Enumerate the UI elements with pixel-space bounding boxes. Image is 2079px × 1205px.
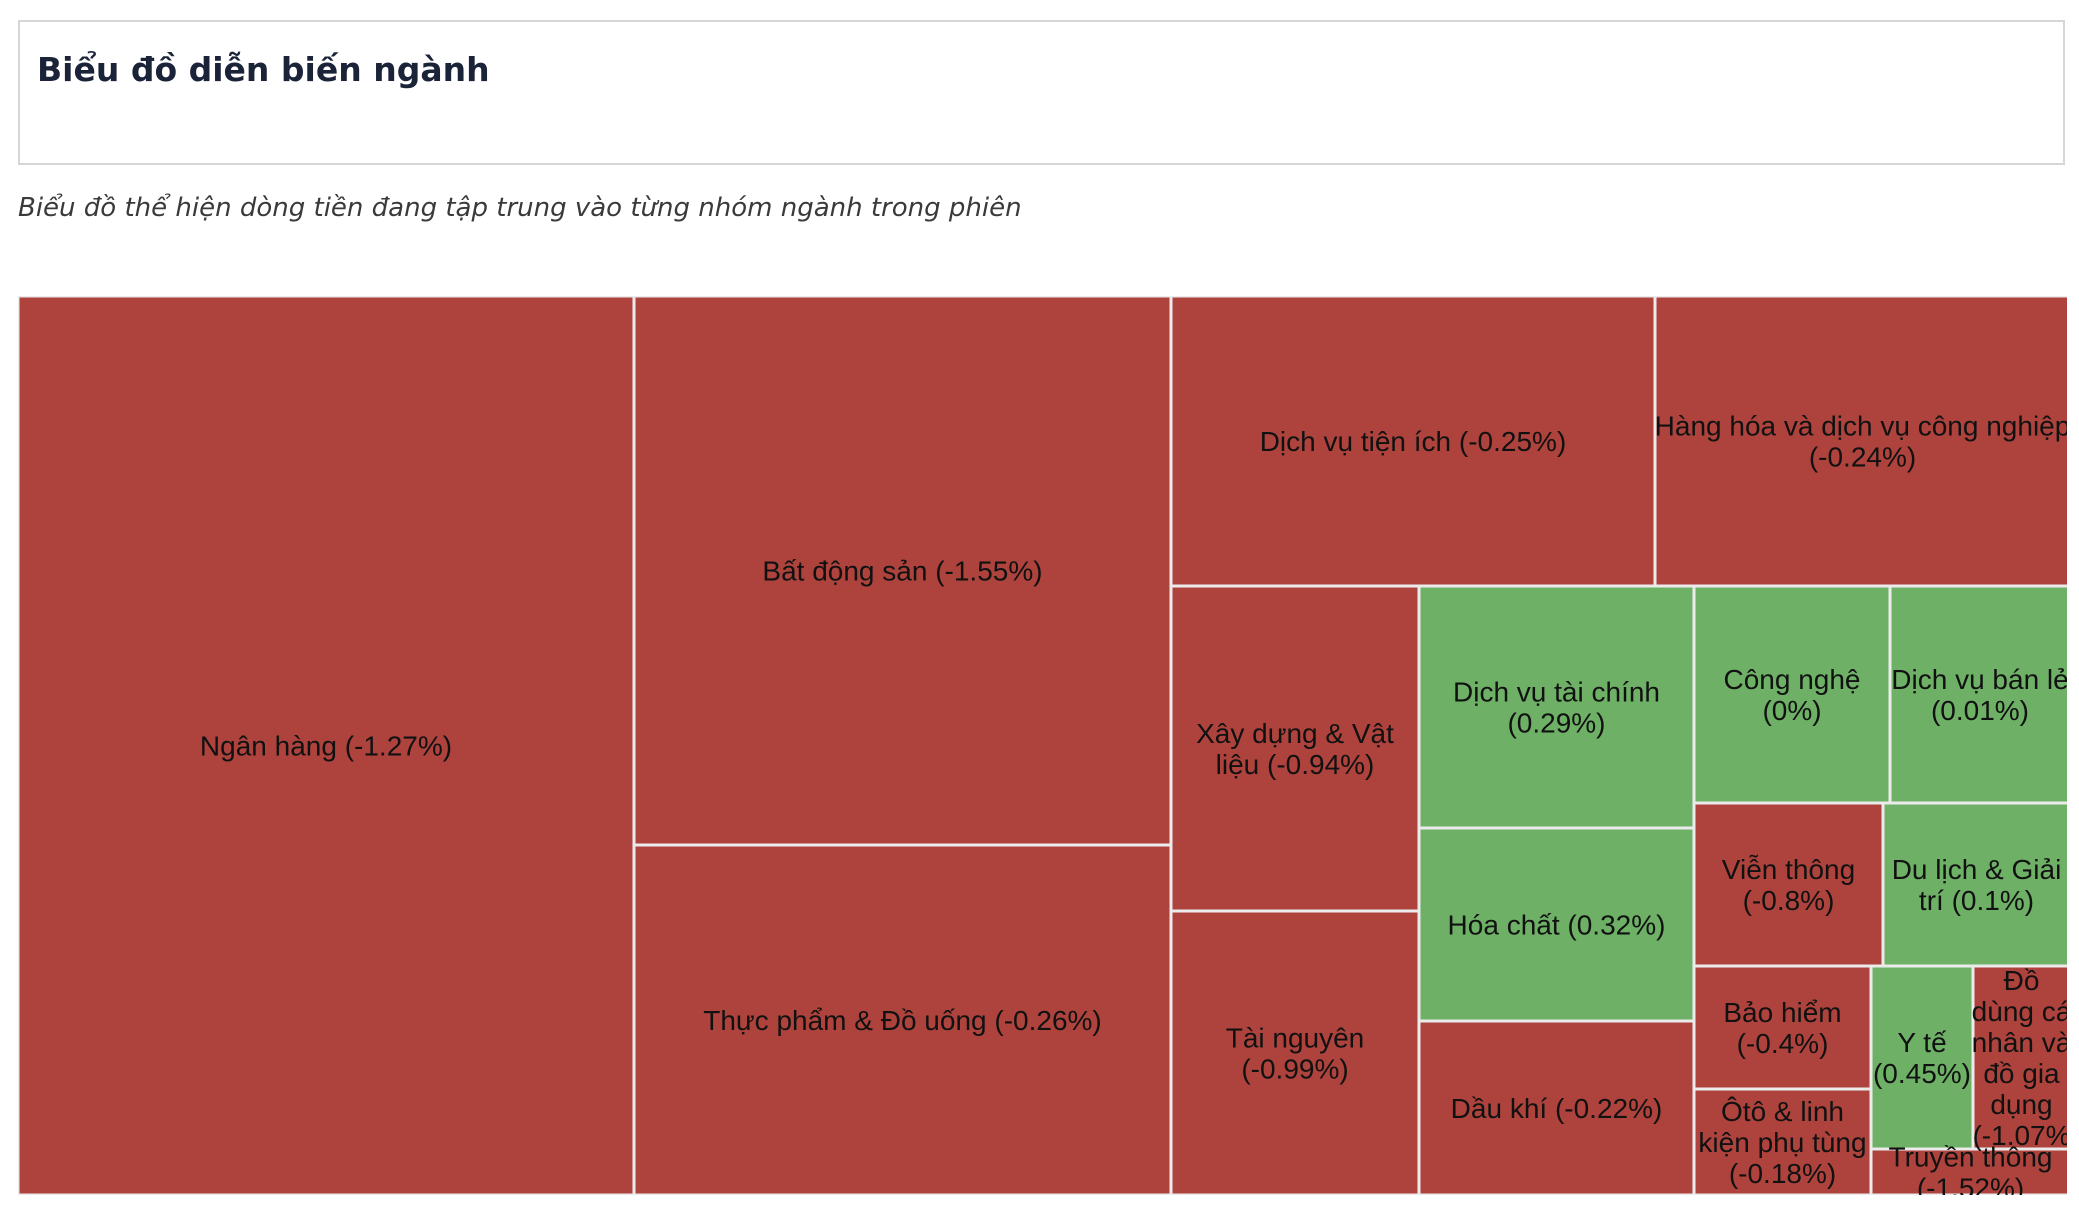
header-card: [18, 20, 2065, 165]
tile-label-line: Dịch vụ tiện ích (-0.25%): [1260, 426, 1567, 457]
tile-label-thuc-pham-do-uong: Thực phẩm & Đồ uống (-0.26%): [703, 1005, 1101, 1036]
tile-label-line: (-0.24%): [1809, 442, 1916, 473]
tile-label-line: trí (0.1%): [1919, 885, 2034, 916]
tile-label-dich-vu-ban-le: Dịch vụ bán lẻ (0.01%): [1891, 664, 2067, 726]
tile-label-xay-dung-vat-lieu: Xây dựng & Vật liệu (-0.94%): [1196, 718, 1394, 780]
tile-vien-thong[interactable]: [1692, 801, 1885, 968]
tile-label-bao-hiem: Bảo hiểm (-0.4%): [1723, 997, 1841, 1059]
tile-label-hang-hoa-va-dich-vu-cong-nghiep: Hàng hóa và dịch vụ công nghiệp (-0.24%): [1655, 411, 2067, 473]
tile-label-line: Truyền thông: [1889, 1142, 2053, 1173]
tile-label-line: Đồ: [2004, 965, 2040, 996]
tile-dich-vu-tai-chinh[interactable]: [1417, 584, 1696, 830]
tile-label-line: Dịch vụ bán lẻ: [1891, 664, 2067, 695]
tile-label-line: Tài nguyên: [1226, 1023, 1365, 1054]
tile-hang-hoa-va-dich-vu-cong-nghiep[interactable]: [1653, 296, 2067, 588]
tile-label-bat-dong-san: Bất động sản (-1.55%): [762, 556, 1042, 587]
treemap-svg: Ngân hàng (-1.27%) Bất động sản (-1.55%) T…: [18, 296, 2067, 1195]
tile-label-y-te: Y tế (0.45%): [1873, 1027, 1971, 1089]
tile-xay-dung-vat-lieu[interactable]: [1169, 584, 1421, 913]
tile-label-dich-vu-tien-ich: Dịch vụ tiện ích (-0.25%): [1260, 426, 1567, 457]
tile-truyen-thong[interactable]: [1869, 1147, 2067, 1195]
tile-label-line: (0.01%): [1931, 695, 2029, 726]
tile-label-line: Viễn thông: [1722, 854, 1855, 885]
tile-label-line: Du lịch & Giải: [1892, 854, 2062, 885]
tile-label-line: Công nghệ: [1723, 664, 1860, 695]
tile-label-line: (-1.07%: [1972, 1120, 2067, 1151]
tile-label-line: Xây dựng & Vật: [1196, 718, 1394, 749]
tile-oto-linh-kien-phu-tung[interactable]: [1692, 1087, 1873, 1195]
tile-label-line: Ôtô & linh: [1721, 1096, 1844, 1127]
tile-label-line: Bất động sản (-1.55%): [762, 556, 1042, 587]
tile-label-line: Dịch vụ tài chính: [1453, 677, 1660, 708]
tile-dau-khi[interactable]: [1417, 1019, 1696, 1195]
tile-ngan-hang[interactable]: [18, 296, 636, 1195]
tile-label-line: (-0.18%): [1729, 1158, 1836, 1189]
page-subtitle: Biểu đồ thể hiện dòng tiền đang tập trun…: [18, 193, 1022, 223]
tile-label-dich-vu-tai-chinh: Dịch vụ tài chính (0.29%): [1453, 677, 1660, 739]
tile-label-dau-khi: Dầu khí (-0.22%): [1451, 1093, 1663, 1124]
tile-bat-dong-san[interactable]: [632, 296, 1173, 847]
tile-label-line: dùng cá: [1972, 996, 2067, 1027]
tile-label-line: (0%): [1762, 695, 1821, 726]
tile-label-line: Thực phẩm & Đồ uống (-0.26%): [703, 1005, 1101, 1036]
tile-label-line: Ngân hàng (-1.27%): [200, 731, 452, 762]
tile-label-line: Hàng hóa và dịch vụ công nghiệp: [1655, 411, 2067, 442]
tile-dich-vu-ban-le[interactable]: [1888, 584, 2067, 805]
tile-label-vien-thong: Viễn thông (-0.8%): [1722, 854, 1855, 916]
tile-label-du-lich-giai-tri: Du lịch & Giải trí (0.1%): [1892, 854, 2062, 916]
tile-label-line: (-0.8%): [1743, 885, 1835, 916]
tile-thuc-pham-do-uong[interactable]: [632, 843, 1173, 1195]
tile-label-line: (0.45%): [1873, 1058, 1971, 1089]
tile-label-line: (-0.99%): [1241, 1054, 1348, 1085]
tile-hoa-chat[interactable]: [1417, 826, 1696, 1023]
tile-do-dung-ca-nhan-va-do-gia-dung[interactable]: [1971, 964, 2067, 1151]
tile-label-line: (-1.52%): [1917, 1173, 2024, 1196]
tile-label-line: Hóa chất (0.32%): [1448, 910, 1666, 941]
tile-y-te[interactable]: [1869, 964, 1975, 1151]
tile-label-line: Y tế: [1897, 1027, 1947, 1058]
tile-label-line: kiện phụ tùng: [1698, 1127, 1866, 1158]
tile-label-line: đồ gia: [1983, 1058, 2060, 1089]
tile-label-truyen-thong: Truyền thông (-1.52%): [1889, 1142, 2053, 1196]
tile-tai-nguyen[interactable]: [1169, 909, 1421, 1195]
tile-label-line: nhân và: [1972, 1027, 2067, 1058]
tile-label-line: Bảo hiểm: [1723, 997, 1841, 1028]
tile-label-ngan-hang: Ngân hàng (-1.27%): [200, 731, 452, 762]
treemap-chart: Ngân hàng (-1.27%) Bất động sản (-1.55%) T…: [18, 296, 2067, 1195]
tile-label-do-dung-ca-nhan-va-do-gia-dung: Đồ dùng cá nhân và đồ gia dụng (-1.07%: [1972, 965, 2067, 1151]
tile-label-hoa-chat: Hóa chất (0.32%): [1448, 910, 1666, 941]
tile-label-line: (0.29%): [1507, 708, 1605, 739]
tile-label-cong-nghe: Công nghệ (0%): [1723, 664, 1860, 726]
tile-label-line: dụng: [1990, 1089, 2052, 1120]
tile-dich-vu-tien-ich[interactable]: [1169, 296, 1657, 588]
tile-label-line: (-0.4%): [1737, 1028, 1829, 1059]
tile-label-tai-nguyen: Tài nguyên (-0.99%): [1226, 1023, 1365, 1085]
tile-cong-nghe[interactable]: [1692, 584, 1892, 805]
page-title: Biểu đồ diễn biến ngành: [37, 50, 490, 89]
tile-label-oto-linh-kien-phu-tung: Ôtô & linh kiện phụ tùng (-0.18%): [1698, 1096, 1866, 1189]
tile-label-line: Dầu khí (-0.22%): [1451, 1093, 1663, 1124]
tile-label-line: liệu (-0.94%): [1216, 749, 1375, 780]
tile-du-lich-giai-tri[interactable]: [1881, 801, 2067, 968]
